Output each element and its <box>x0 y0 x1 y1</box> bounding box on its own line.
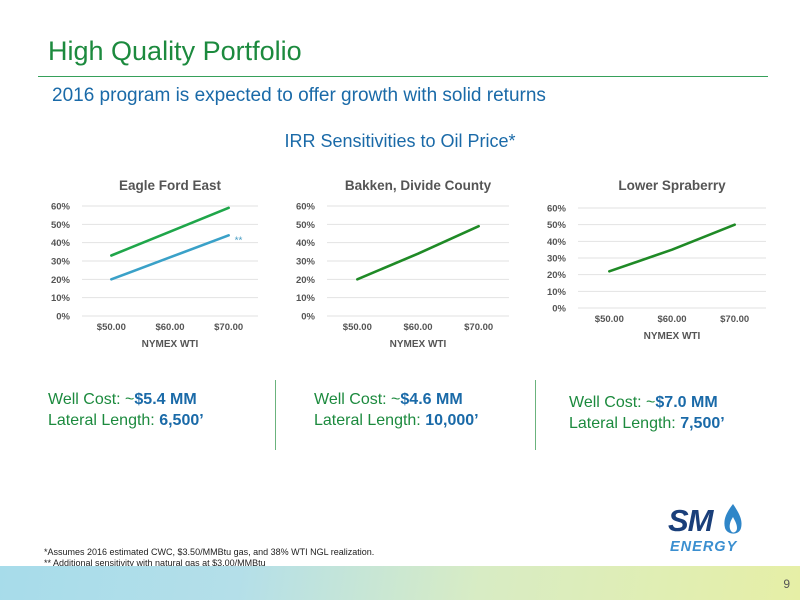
metrics-lower-spraberry: Well Cost: ~$7.0 MM Lateral Length: 7,50… <box>569 392 725 434</box>
lateral-length-value: 7,500’ <box>680 415 725 432</box>
y-tick-label: 60% <box>547 204 567 215</box>
lateral-length-label: Lateral Length: <box>314 412 426 429</box>
series-line-1 <box>608 223 736 273</box>
lateral-length-line: Lateral Length: 10,000’ <box>314 410 479 431</box>
x-tick-label: $50.00 <box>97 322 126 333</box>
chart-bakken-divide-county: Bakken, Divide County 0% 10% 20% 30% 40% 50% 60… <box>296 178 509 350</box>
y-tick-label: 50% <box>296 220 316 231</box>
x-tick-label: $60.00 <box>403 322 432 333</box>
x-tick-label: $70.00 <box>464 322 493 333</box>
page-number: 9 <box>783 577 790 591</box>
well-cost-line: Well Cost: ~$4.6 MM <box>314 389 479 410</box>
y-tick-label: 0% <box>301 312 315 323</box>
footnote-1: *Assumes 2016 estimated CWC, $3.50/MMBtu… <box>44 547 375 557</box>
section-title: IRR Sensitivities to Oil Price* <box>284 131 516 151</box>
chart-eagle-ford-east: Eagle Ford East 0% 10% 20% 30% 40% 50% 60% $50.0… <box>51 178 258 350</box>
y-tick-label: 20% <box>296 275 316 286</box>
x-tick-label: $70.00 <box>214 322 243 333</box>
column-divider <box>535 380 536 450</box>
column-divider <box>275 380 276 450</box>
x-axis-label: NYMEX WTI <box>142 339 199 350</box>
title-divider <box>38 76 768 77</box>
chart-lower-spraberry: Lower Spraberry 0% 10% 20% 30% 40% 50% 60% $50.0… <box>547 178 766 342</box>
chart-title: Bakken, Divide County <box>345 178 492 193</box>
y-tick-label: 40% <box>51 238 71 249</box>
y-tick-label: 50% <box>51 220 71 231</box>
lateral-length-value: 10,000’ <box>425 412 479 429</box>
y-tick-label: 10% <box>296 293 316 304</box>
y-tick-label: 50% <box>547 220 567 231</box>
y-tick-label: 60% <box>51 202 71 213</box>
footnote-2: ** Additional sensitivity with natural g… <box>44 558 266 568</box>
lateral-length-value: 6,500’ <box>159 412 204 429</box>
x-axis-label: NYMEX WTI <box>644 331 701 342</box>
company-logo: SM ENERGY <box>664 503 750 559</box>
well-cost-label: Well Cost: ~ <box>569 394 656 411</box>
annotation-label: ** <box>235 235 243 246</box>
y-tick-label: 0% <box>56 312 70 323</box>
y-tick-label: 30% <box>51 257 71 268</box>
well-cost-line: Well Cost: ~$5.4 MM <box>48 389 204 410</box>
well-cost-value: $7.0 MM <box>655 394 718 411</box>
flame-icon <box>724 504 742 534</box>
y-tick-label: 40% <box>547 237 567 248</box>
x-tick-label: $60.00 <box>155 322 184 333</box>
page-title: High Quality Portfolio <box>48 36 302 66</box>
y-tick-label: 60% <box>296 202 316 213</box>
x-tick-label: $70.00 <box>720 314 749 325</box>
y-tick-label: 40% <box>296 238 316 249</box>
lateral-length-line: Lateral Length: 6,500’ <box>48 410 204 431</box>
well-cost-label: Well Cost: ~ <box>314 391 401 408</box>
series-line-1 <box>110 206 230 257</box>
logo-subtext: ENERGY <box>670 539 738 555</box>
x-tick-label: $60.00 <box>657 314 686 325</box>
y-tick-label: 30% <box>547 254 567 265</box>
lateral-length-label: Lateral Length: <box>569 415 681 432</box>
x-tick-label: $50.00 <box>343 322 372 333</box>
well-cost-line: Well Cost: ~$7.0 MM <box>569 392 725 413</box>
lateral-length-line: Lateral Length: 7,500’ <box>569 413 725 434</box>
lateral-length-label: Lateral Length: <box>48 412 160 429</box>
metrics-bakken-divide-county: Well Cost: ~$4.6 MM Lateral Length: 10,0… <box>314 389 479 431</box>
x-tick-label: $50.00 <box>595 314 624 325</box>
well-cost-value: $5.4 MM <box>134 391 197 408</box>
footnotes: *Assumes 2016 estimated CWC, $3.50/MMBtu… <box>44 547 374 569</box>
y-tick-label: 30% <box>296 257 316 268</box>
well-cost-value: $4.6 MM <box>400 391 463 408</box>
x-axis-label: NYMEX WTI <box>390 339 447 350</box>
logo-wordmark: SM <box>668 503 713 538</box>
y-tick-label: 10% <box>51 293 71 304</box>
series-line-1 <box>356 224 480 281</box>
y-tick-label: 20% <box>547 270 567 281</box>
page-subtitle: 2016 program is expected to offer growth… <box>52 85 546 106</box>
series-line-2 <box>110 234 230 281</box>
y-tick-label: 0% <box>552 304 566 315</box>
y-tick-label: 10% <box>547 287 567 298</box>
chart-title: Lower Spraberry <box>618 178 726 193</box>
chart-title: Eagle Ford East <box>119 178 222 193</box>
y-tick-label: 20% <box>51 275 71 286</box>
well-cost-label: Well Cost: ~ <box>48 391 135 408</box>
footer-band <box>0 566 800 600</box>
metrics-eagle-ford-east: Well Cost: ~$5.4 MM Lateral Length: 6,50… <box>48 389 204 431</box>
